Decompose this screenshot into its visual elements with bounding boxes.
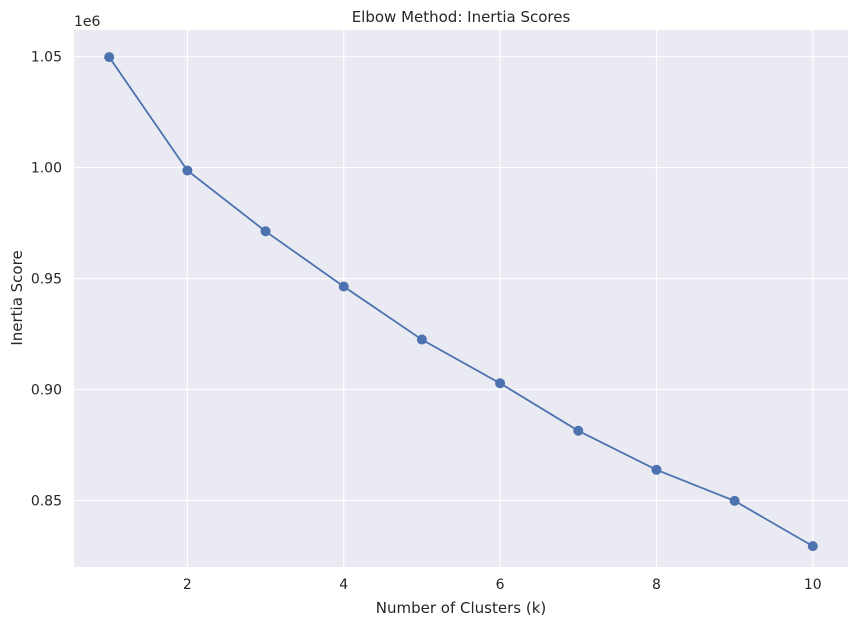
data-point bbox=[416, 334, 427, 345]
data-point bbox=[338, 281, 349, 292]
x-tick-label: 6 bbox=[496, 577, 505, 593]
y-tick-label: 1.05 bbox=[31, 50, 62, 66]
data-point bbox=[182, 165, 193, 176]
y-tick-label: 0.90 bbox=[31, 382, 62, 398]
data-point bbox=[807, 541, 818, 552]
series-line bbox=[108, 56, 814, 547]
data-point bbox=[729, 495, 740, 506]
y-tick-label: 1.00 bbox=[31, 161, 62, 177]
data-point bbox=[104, 52, 115, 63]
x-axis-label: Number of Clusters (k) bbox=[376, 599, 546, 617]
plot-area bbox=[74, 30, 848, 567]
y-axis-label: Inertia Score bbox=[8, 250, 26, 345]
x-tick-label: 2 bbox=[183, 577, 192, 593]
data-point bbox=[573, 425, 584, 436]
chart-title: Elbow Method: Inertia Scores bbox=[352, 8, 571, 26]
x-tick-label: 4 bbox=[339, 577, 348, 593]
y-tick-label: 0.95 bbox=[31, 272, 62, 288]
data-point bbox=[651, 464, 662, 475]
x-tick-label: 8 bbox=[652, 577, 661, 593]
data-point bbox=[260, 226, 271, 237]
x-tick-label: 10 bbox=[804, 577, 822, 593]
ticks-group: 2 4 6 8 10 0.85 0.90 0.95 1.00 1.05 bbox=[31, 50, 822, 593]
y-tick-label: 0.85 bbox=[31, 493, 62, 509]
series-group bbox=[104, 52, 818, 552]
data-point bbox=[495, 378, 506, 389]
grid bbox=[74, 30, 848, 567]
y-axis-offset-text: 1e6 bbox=[74, 14, 101, 30]
